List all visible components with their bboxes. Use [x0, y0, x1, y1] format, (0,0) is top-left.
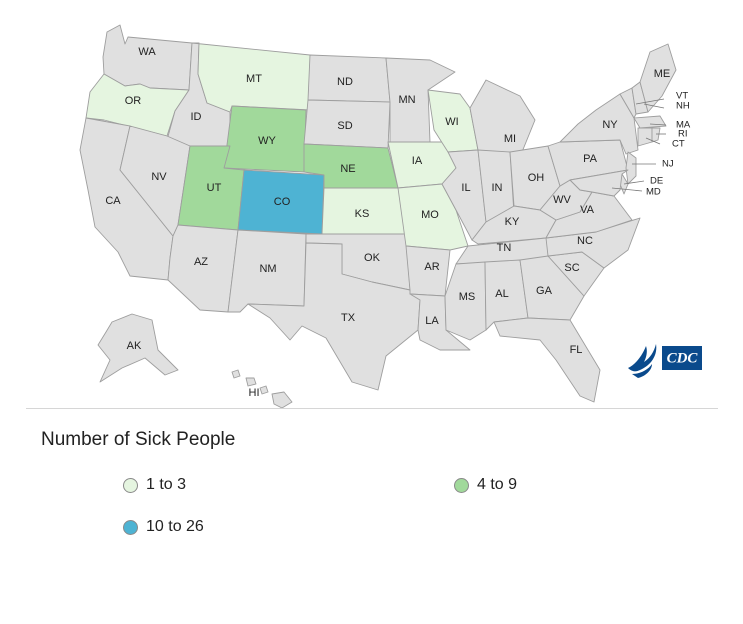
legend-swatch: [123, 519, 138, 535]
label-wa: WA: [138, 46, 156, 58]
state-ga[interactable]: [519, 255, 585, 321]
state-az[interactable]: [167, 224, 239, 313]
label-or: OR: [125, 95, 142, 107]
label-nv: NV: [151, 171, 167, 183]
label-ak: AK: [127, 340, 142, 352]
label-de: DE: [650, 176, 663, 187]
label-ut: UT: [207, 182, 222, 194]
label-ks: KS: [355, 208, 370, 220]
state-labels: WA OR CA ID NV MT WY UT AZ CO NM ND SD N…: [105, 46, 691, 399]
label-nc: NC: [577, 235, 593, 247]
label-mi: MI: [504, 133, 516, 145]
cdc-logo: CDC: [628, 344, 702, 378]
label-pa: PA: [583, 153, 598, 165]
label-ne: NE: [340, 163, 355, 175]
legend-label: 10 to 26: [146, 518, 204, 535]
label-tx: TX: [341, 312, 356, 324]
label-id: ID: [191, 111, 202, 123]
state-ma[interactable]: [633, 115, 667, 129]
label-ct: CT: [672, 139, 685, 150]
label-ky: KY: [505, 216, 520, 228]
hhs-eagle-icon: [628, 344, 657, 378]
label-mo: MO: [421, 209, 439, 221]
label-la: LA: [425, 315, 439, 327]
label-sc: SC: [564, 262, 579, 274]
state-ak[interactable]: [97, 313, 179, 383]
label-nd: ND: [337, 76, 353, 88]
legend-label: 4 to 9: [477, 476, 518, 493]
legend-item-1-to-3: 1 to 3: [123, 476, 186, 494]
state-label-leaders: [611, 98, 667, 192]
label-hi: HI: [249, 387, 260, 399]
label-co: CO: [274, 196, 291, 208]
legend-item-4-to-9: 4 to 9: [454, 476, 517, 494]
state-ct[interactable]: [637, 127, 653, 147]
label-vt: VT: [676, 91, 688, 102]
label-in: IN: [492, 182, 503, 194]
legend-title: Number of Sick People: [41, 429, 236, 450]
label-nj: NJ: [662, 159, 674, 170]
state-hi[interactable]: [231, 369, 293, 409]
label-al: AL: [495, 288, 508, 300]
state-tx[interactable]: [247, 242, 421, 391]
label-wy: WY: [258, 135, 276, 147]
label-md: MD: [646, 187, 661, 198]
label-ms: MS: [459, 291, 476, 303]
legend-swatch: [454, 477, 469, 493]
label-oh: OH: [528, 172, 545, 184]
state-nj[interactable]: [625, 151, 637, 185]
legend-item-10-to-26: 10 to 26: [123, 518, 204, 536]
legend-swatch: [123, 477, 138, 493]
legend-label: 1 to 3: [146, 476, 187, 493]
state-md[interactable]: [569, 169, 629, 197]
label-ri: RI: [678, 129, 688, 140]
label-fl: FL: [570, 344, 583, 356]
map-legend-divider: [26, 408, 718, 409]
label-az: AZ: [194, 256, 208, 268]
label-ia: IA: [412, 155, 423, 167]
state-ri[interactable]: [651, 127, 661, 143]
state-fl[interactable]: [493, 317, 601, 403]
label-wv: WV: [553, 194, 571, 206]
state-mi[interactable]: [469, 79, 536, 157]
state-me[interactable]: [639, 43, 677, 113]
label-tn: TN: [497, 242, 512, 254]
label-ny: NY: [602, 119, 618, 131]
label-sd: SD: [337, 120, 352, 132]
label-me: ME: [654, 68, 671, 80]
us-map: WA OR CA ID NV MT WY UT AZ CO NM ND SD N…: [79, 24, 702, 409]
label-ok: OK: [364, 252, 381, 264]
label-nm: NM: [259, 263, 276, 275]
label-il: IL: [461, 182, 470, 194]
state-mn[interactable]: [385, 57, 456, 143]
label-wi: WI: [445, 116, 458, 128]
cdc-logo-text: CDC: [667, 350, 699, 366]
label-nh: NH: [676, 101, 690, 112]
label-mn: MN: [398, 94, 415, 106]
label-ar: AR: [424, 261, 439, 273]
label-va: VA: [580, 204, 595, 216]
label-ca: CA: [105, 195, 121, 207]
label-ma: MA: [676, 120, 691, 131]
label-ga: GA: [536, 285, 553, 297]
label-mt: MT: [246, 73, 262, 85]
